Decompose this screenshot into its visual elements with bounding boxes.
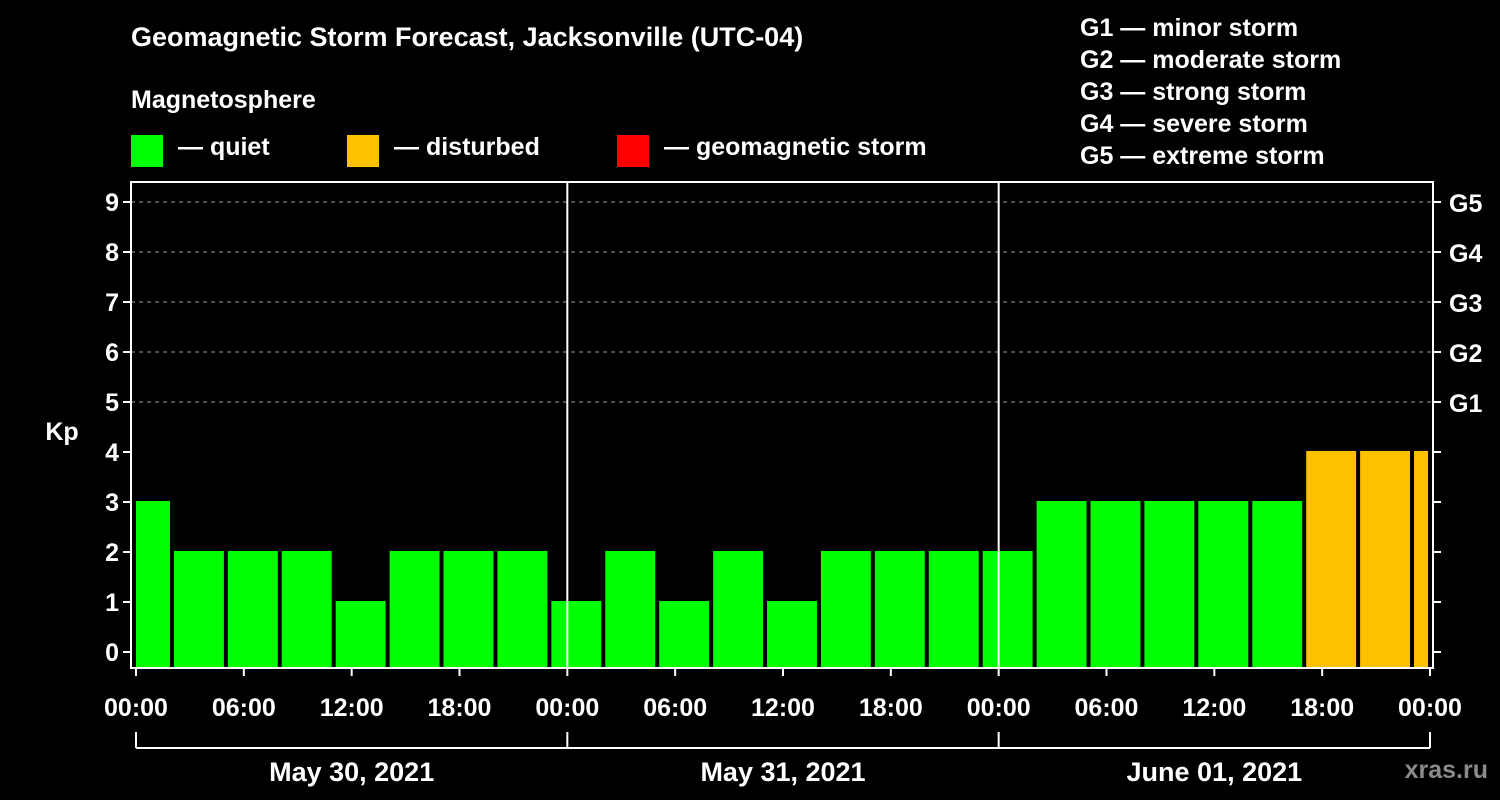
kp-bar-5 [389, 551, 440, 668]
g-label-G4: G4 [1449, 240, 1482, 268]
x-tick-label-1: 06:00 [212, 694, 276, 722]
kp-bar-10 [659, 601, 710, 668]
kp-bar-24 [1414, 451, 1428, 668]
kp-bar-18 [1090, 501, 1141, 668]
kp-bar-16 [982, 551, 1033, 668]
kp-bar-0 [136, 501, 170, 668]
x-tick-label-5: 06:00 [643, 694, 707, 722]
kp-bar-19 [1144, 501, 1195, 668]
kp-bar-13 [820, 551, 871, 668]
y-tick-label-8: 8 [105, 239, 119, 267]
legend-label-storm: — geomagnetic storm [664, 133, 927, 161]
y-tick-label-7: 7 [105, 289, 119, 317]
x-tick-label-6: 12:00 [751, 694, 815, 722]
legend-heading: Magnetosphere [131, 86, 316, 114]
x-tick-label-3: 18:00 [428, 694, 492, 722]
kp-bar-9 [605, 551, 656, 668]
g-label-G1: G1 [1449, 390, 1482, 418]
x-tick-label-0: 00:00 [104, 694, 168, 722]
watermark: xras.ru [1404, 756, 1488, 784]
g-scale-g4: G4 — severe storm [1080, 110, 1308, 138]
y-tick-label-3: 3 [105, 489, 119, 517]
x-tick-label-7: 18:00 [859, 694, 923, 722]
kp-bar-12 [767, 601, 817, 668]
y-tick-label-9: 9 [105, 189, 119, 217]
kp-bar-8 [551, 601, 602, 668]
kp-bar-23 [1360, 451, 1411, 668]
x-tick-label-11: 18:00 [1290, 694, 1354, 722]
y-axis-label: Kp [45, 418, 78, 446]
kp-bar-15 [928, 551, 979, 668]
g-label-G2: G2 [1449, 340, 1482, 368]
g-scale-g5: G5 — extreme storm [1080, 142, 1325, 170]
g-scale-g3: G3 — strong storm [1080, 78, 1307, 106]
legend-swatch-disturbed [347, 135, 379, 167]
kp-bar-6 [443, 551, 494, 668]
x-tick-label-8: 00:00 [967, 694, 1031, 722]
x-tick-label-9: 06:00 [1075, 694, 1139, 722]
g-scale-g2: G2 — moderate storm [1080, 46, 1342, 74]
kp-bar-2 [227, 551, 278, 668]
x-tick-label-12: 00:00 [1398, 694, 1462, 722]
g-label-G5: G5 [1449, 190, 1482, 218]
kp-bar-1 [173, 551, 224, 668]
kp-bar-21 [1252, 501, 1303, 668]
day-label-2: June 01, 2021 [1127, 757, 1303, 787]
y-tick-label-6: 6 [105, 339, 119, 367]
legend-swatch-storm [617, 135, 649, 167]
legend-label-quiet: — quiet [178, 133, 270, 161]
y-tick-label-5: 5 [105, 389, 119, 417]
day-label-1: May 31, 2021 [700, 757, 865, 787]
kp-bar-11 [713, 551, 764, 668]
kp-bar-14 [874, 551, 925, 668]
y-tick-label-2: 2 [105, 539, 119, 567]
chart-title: Geomagnetic Storm Forecast, Jacksonville… [131, 22, 804, 52]
legend-label-disturbed: — disturbed [394, 133, 540, 161]
day-label-0: May 30, 2021 [269, 757, 434, 787]
y-tick-label-1: 1 [105, 589, 119, 617]
kp-bar-22 [1306, 451, 1357, 668]
y-tick-label-4: 4 [105, 439, 119, 467]
g-label-G3: G3 [1449, 290, 1482, 318]
legend-swatch-quiet [131, 135, 163, 167]
x-tick-label-2: 12:00 [320, 694, 384, 722]
kp-bar-7 [497, 551, 548, 668]
x-tick-label-10: 12:00 [1182, 694, 1246, 722]
kp-bar-17 [1036, 501, 1087, 668]
kp-bar-20 [1198, 501, 1249, 668]
g-scale-g1: G1 — minor storm [1080, 14, 1299, 42]
kp-bar-3 [281, 551, 332, 668]
x-tick-label-4: 00:00 [535, 694, 599, 722]
y-tick-label-0: 0 [105, 639, 119, 667]
kp-bar-4 [335, 601, 386, 668]
